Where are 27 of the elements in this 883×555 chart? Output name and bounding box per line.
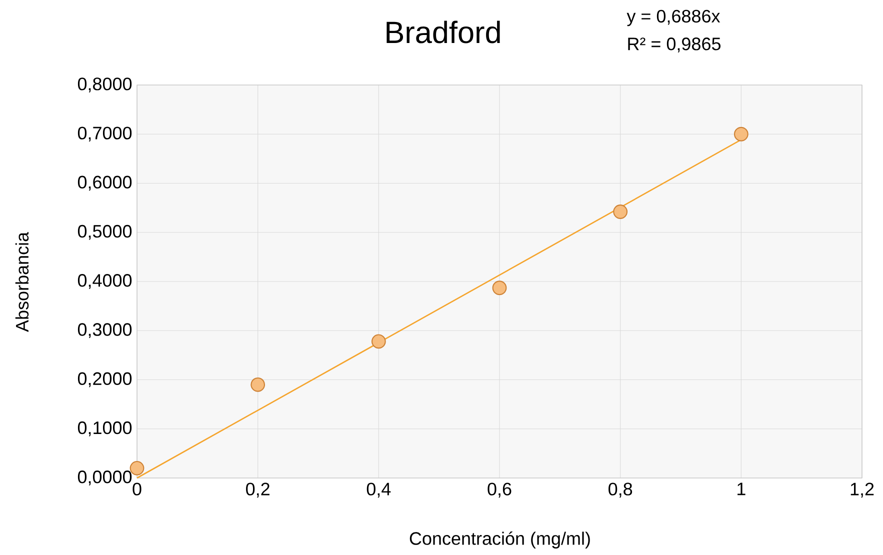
y-tick-label: 0,6000 bbox=[78, 176, 132, 191]
point bbox=[250, 377, 266, 392]
chart-title: Bradford bbox=[386, 20, 500, 44]
y-tick-label: 0,5000 bbox=[78, 224, 132, 240]
y-tick-label: 0,4000 bbox=[78, 274, 132, 289]
x-tick-label: 1,2 bbox=[850, 482, 874, 498]
point bbox=[734, 126, 748, 142]
x-tick-label: 0 bbox=[132, 482, 142, 496]
x-tick-label: 1 bbox=[738, 482, 746, 496]
x-tick-label: 0,6 bbox=[488, 482, 512, 498]
x-tick-label: 0,4 bbox=[366, 482, 391, 498]
x-tick-label: 0,8 bbox=[608, 482, 632, 498]
y-tick-label: 0,0000 bbox=[78, 470, 132, 486]
y-tick-label: 0,2000 bbox=[78, 372, 132, 388]
y-tick-label: 0,3000 bbox=[78, 323, 132, 338]
x-axis-title: Concentración (mg/ml) bbox=[410, 531, 590, 548]
y-tick-label: 0,1000 bbox=[78, 421, 132, 436]
x-tick-label: 0,2 bbox=[246, 482, 270, 498]
point bbox=[492, 280, 507, 296]
y-tick-label: 0,8000 bbox=[78, 78, 132, 92]
point bbox=[371, 334, 386, 349]
text: R² = 0,9865 bbox=[628, 38, 721, 52]
point bbox=[613, 204, 628, 219]
point bbox=[130, 460, 144, 476]
y-axis-title: Absorbancia bbox=[15, 232, 29, 332]
y-tick-label: 0,7000 bbox=[78, 126, 132, 142]
text: y = 0,6886x bbox=[626, 10, 720, 26]
